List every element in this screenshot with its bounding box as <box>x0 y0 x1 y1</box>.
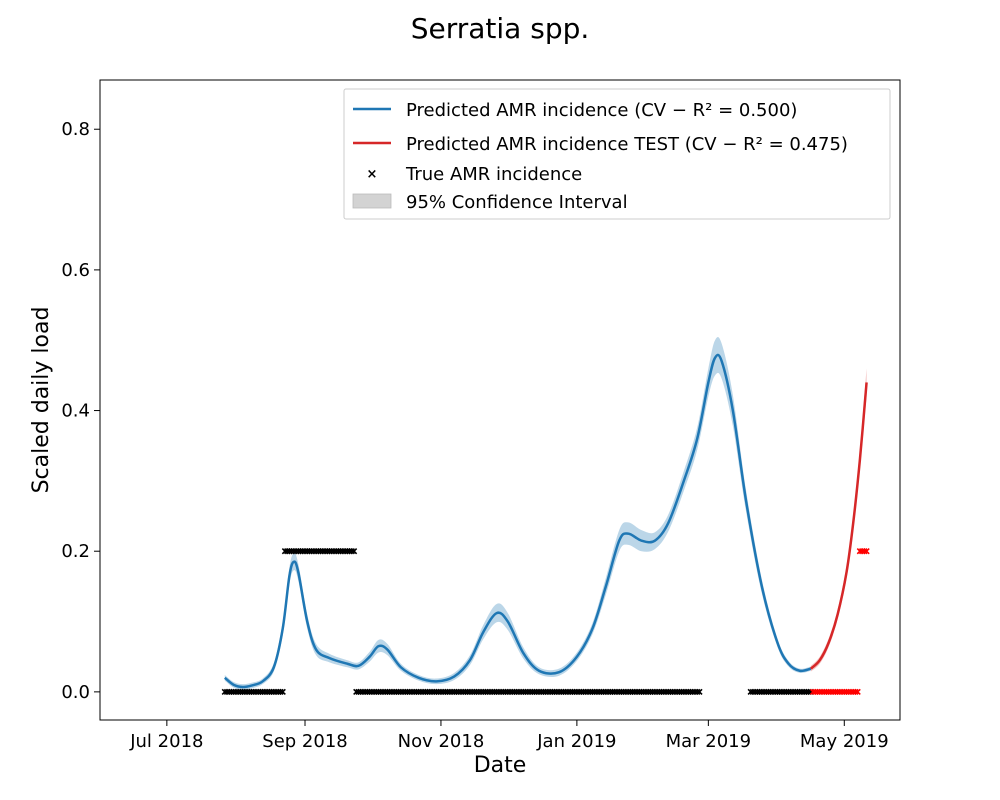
true-incidence-point <box>279 688 286 696</box>
true-incidence-point <box>277 688 284 696</box>
x-tick-label: May 2019 <box>800 731 889 752</box>
chart-title: Serratia spp. <box>411 12 590 45</box>
series-line-predicted <box>223 353 812 689</box>
confidence-band-test <box>810 368 867 672</box>
legend-frame <box>343 88 891 220</box>
true-incidence-point <box>696 688 703 696</box>
true-incidence-markers <box>221 548 870 696</box>
y-tick-label: 0.4 <box>61 401 90 422</box>
x-tick-label: Nov 2018 <box>398 731 485 752</box>
y-tick-label: 0.6 <box>61 260 90 281</box>
y-axis-label: Scaled daily load <box>29 307 54 494</box>
true-incidence-point <box>861 548 868 555</box>
legend-label-true: True AMR incidence <box>405 164 582 185</box>
x-axis-label: Date <box>474 753 527 778</box>
series-line-test <box>810 382 868 670</box>
true-incidence-point <box>852 688 859 696</box>
y-tick-label: 0.2 <box>61 541 90 562</box>
y-tick-label: 0.0 <box>61 682 90 703</box>
true-incidence-point <box>348 548 355 555</box>
legend-swatch-true: × <box>367 167 378 182</box>
confidence-bands <box>224 336 867 690</box>
y-tick-label: 0.8 <box>61 119 90 140</box>
prediction-lines <box>223 353 868 689</box>
plot-frame <box>99 79 901 721</box>
confidence-band-predicted <box>224 336 811 690</box>
legend-label-predicted: Predicted AMR incidence (CV − R² = 0.500… <box>406 100 797 121</box>
true-incidence-point <box>854 688 861 696</box>
x-axis-ticks: Jul 2018 Sep 2018 Nov 2018 Jan 2019 Mar 2019… <box>129 720 889 752</box>
x-tick-label: Jan 2019 <box>536 731 616 752</box>
true-incidence-point <box>350 548 358 555</box>
legend-label-ci: 95% Confidence Interval <box>406 192 628 213</box>
x-tick-label: Sep 2018 <box>262 731 347 752</box>
true-incidence-point <box>863 548 870 555</box>
x-tick-label: Mar 2019 <box>666 731 752 752</box>
legend: Predicted AMR incidence (CV − R² = 0.500… <box>343 88 891 220</box>
legend-swatch-ci <box>352 193 392 209</box>
y-axis-ticks: 0.0 0.2 0.4 0.6 0.8 <box>61 119 100 703</box>
legend-label-test: Predicted AMR incidence TEST (CV − R² = … <box>406 134 848 155</box>
true-incidence-point <box>694 688 701 696</box>
x-tick-label: Jul 2018 <box>129 731 203 752</box>
